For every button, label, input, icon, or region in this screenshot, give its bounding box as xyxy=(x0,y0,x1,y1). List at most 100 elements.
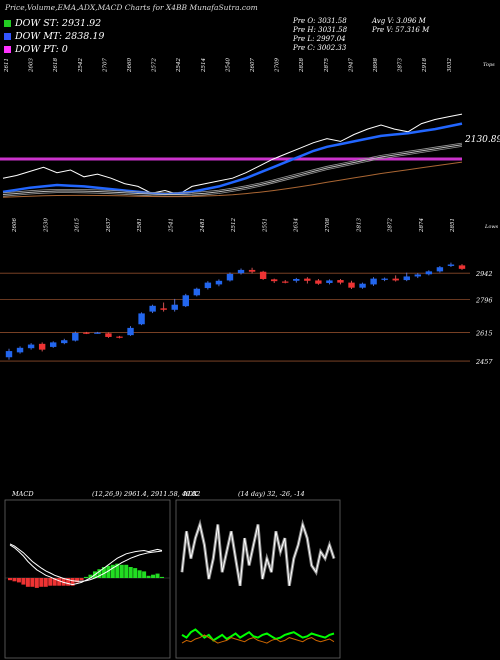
ema-series-ema-mid xyxy=(2,144,463,195)
ema-x-label: 2611 xyxy=(4,58,10,73)
ema-corner-label: Tops xyxy=(483,62,495,68)
candle-body xyxy=(182,295,189,307)
candle-body xyxy=(94,332,101,334)
macd-hist-bar xyxy=(133,568,138,578)
ema-x-label: 2542 xyxy=(176,58,182,73)
candle-body xyxy=(259,271,267,279)
ema-x-label: 2873 xyxy=(398,58,404,73)
macd-hist-bar xyxy=(137,570,142,578)
candle-body xyxy=(226,273,234,281)
candle-body xyxy=(61,340,68,344)
candle-x-label: 2634 xyxy=(294,218,300,233)
candle-body xyxy=(414,274,422,277)
stat-avg-volume: Avg V: 3.096 M xyxy=(372,17,426,25)
legend-label-mt: DOW MT: 2838.19 xyxy=(15,30,105,42)
candle-body xyxy=(370,278,377,285)
stat-pre-volume: Pre V: 57.316 M xyxy=(372,26,430,34)
candle-body xyxy=(72,332,79,341)
candle-body xyxy=(458,265,466,269)
adx-series-shadow xyxy=(180,518,336,587)
candle-x-label: 2541 xyxy=(169,218,175,233)
candle-body xyxy=(270,279,278,282)
candle-body xyxy=(83,332,90,334)
page-title: Price,Volume,EMA,ADX,MACD Charts for X4B… xyxy=(5,3,258,12)
macd-hist-bar xyxy=(8,578,12,581)
candle-body xyxy=(160,308,167,310)
candle-body xyxy=(105,333,112,337)
candle-corner-label: Lows xyxy=(484,224,499,230)
macd-hist-bar xyxy=(88,574,93,578)
macd-hist-bar xyxy=(75,578,80,583)
ema-x-label: 2709 xyxy=(275,58,281,73)
candle-x-label: 2606 xyxy=(12,218,18,233)
candle-x-label: 2581 xyxy=(137,218,143,233)
macd-label: MACD xyxy=(11,490,34,498)
candle-body xyxy=(237,269,245,274)
adx-series-adx xyxy=(181,522,335,586)
macd-params: (12,26,9) 2961.4, 2911.58, 49.82 xyxy=(92,490,200,498)
candle-body xyxy=(315,280,322,284)
macd-hist-bar xyxy=(110,564,115,578)
macd-hist-bar xyxy=(142,571,147,578)
candle-body xyxy=(171,304,178,310)
legend-dow-st: DOW ST: 2931.92 xyxy=(4,17,101,29)
stat-pre-open: Pre O: 3031.58 xyxy=(293,17,347,25)
legend-swatch-mt xyxy=(4,32,11,40)
candle-body xyxy=(359,283,366,288)
macd-hist-bar xyxy=(101,567,106,578)
candle-body xyxy=(27,344,35,349)
macd-hist-bar xyxy=(39,578,44,587)
macd-hist-bar xyxy=(119,564,124,578)
candle-y-label: 2457 xyxy=(475,358,493,366)
candle-body xyxy=(337,280,344,283)
candle-body xyxy=(49,342,57,347)
ema-x-label: 2947 xyxy=(348,58,354,73)
adx-series-minus-di xyxy=(181,634,335,644)
macd-hist-bar xyxy=(61,578,66,586)
candle-body xyxy=(16,347,24,353)
candle-x-label: 2851 xyxy=(450,218,456,233)
stat-pre-high: Pre H: 3031.58 xyxy=(293,26,348,34)
candle-y-label: 2942 xyxy=(475,270,493,278)
ema-x-label: 2918 xyxy=(422,58,428,73)
ema-x-label: 2607 xyxy=(250,58,256,73)
macd-hist-bar xyxy=(16,578,21,583)
candle-body xyxy=(149,305,156,312)
ema-x-label: 2660 xyxy=(127,58,133,73)
macd-hist-bar xyxy=(128,567,133,578)
macd-hist-bar xyxy=(70,578,75,586)
candle-x-label: 2637 xyxy=(106,218,112,233)
macd-hist-bar xyxy=(155,573,160,578)
macd-hist-bar xyxy=(160,576,164,578)
adx-params: (14 day) 32, -26, -14 xyxy=(238,490,305,498)
ema-x-label: 2540 xyxy=(225,58,231,73)
macd-series-signal xyxy=(9,543,163,582)
candle-x-label: 2813 xyxy=(356,218,362,233)
candle-body xyxy=(248,269,256,272)
candle-body xyxy=(282,281,289,283)
candle-x-label: 2551 xyxy=(262,218,268,233)
ema-x-label: 2828 xyxy=(299,58,305,73)
candle-body xyxy=(326,280,333,283)
candle-body xyxy=(403,276,410,281)
ema-x-label: 2875 xyxy=(324,58,330,73)
ema-x-label: 2572 xyxy=(152,58,158,73)
candle-body xyxy=(293,278,300,281)
ema-x-label: 2707 xyxy=(102,58,108,73)
candle-body xyxy=(348,282,355,288)
macd-hist-bar xyxy=(25,578,30,587)
candle-y-label: 2615 xyxy=(475,329,493,337)
candle-x-label: 2872 xyxy=(388,218,394,233)
legend-dow-mt: DOW MT: 2838.19 xyxy=(4,30,104,42)
ema-x-label: 2603 xyxy=(29,58,35,73)
ema-value-label: 2130.89 xyxy=(464,135,500,145)
legend-swatch-pt xyxy=(4,45,11,53)
macd-hist-bar xyxy=(106,565,111,578)
candle-body xyxy=(116,336,123,338)
candle-body xyxy=(138,313,145,325)
ema-x-label: 2618 xyxy=(53,58,59,73)
candle-body xyxy=(204,282,212,289)
candle-body xyxy=(392,278,399,281)
candle-body xyxy=(425,271,433,275)
ema-series-mid-upper xyxy=(2,142,463,194)
